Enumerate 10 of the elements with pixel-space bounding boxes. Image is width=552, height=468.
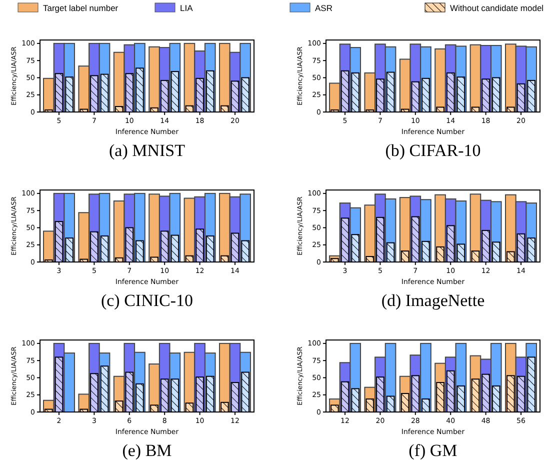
text: (b) CIFAR-10 (385, 141, 481, 160)
legend-label: Without candidate model (450, 3, 544, 13)
legend-label: LIA (180, 3, 194, 13)
text: (e) BM (122, 441, 172, 460)
text: (f) GM (408, 441, 458, 460)
text: (a) MNIST (108, 141, 186, 160)
text: (d) ImageNette (381, 291, 485, 310)
legend-label: Target label number (43, 3, 118, 13)
legend-label: ASR (315, 3, 332, 13)
text: (c) CINIC-10 (100, 291, 194, 310)
